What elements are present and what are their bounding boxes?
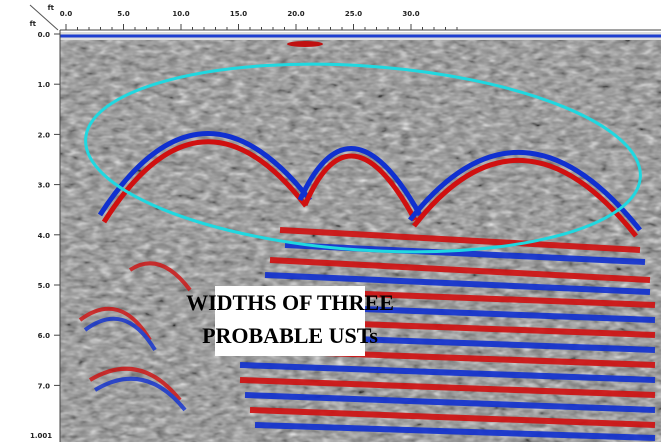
top-tick-label: 5.0	[117, 10, 130, 18]
left-tick-label: 4.0	[38, 232, 51, 240]
top-tick-label: 25.0	[345, 10, 362, 18]
left-tick-label: 5.0	[38, 282, 51, 290]
top-tick-label: 20.0	[287, 10, 304, 18]
scan-image	[60, 32, 661, 442]
top-tick-label: 0.0	[60, 10, 73, 18]
left-tick-label: 2.0	[38, 131, 51, 139]
left-tick-label: 0.0	[38, 31, 51, 39]
left-tick-label: 7.0	[38, 382, 51, 390]
corner-label: 1.001	[30, 432, 52, 440]
top-tick-label: 10.0	[172, 10, 189, 18]
left-axis-unit: ft	[30, 20, 37, 28]
left-tick-label: 3.0	[38, 182, 51, 190]
top-axis-unit: ft	[48, 4, 55, 12]
radargram-view: WIDTHS OF THREE PROBABLE USTs ft ft 1.00…	[0, 0, 661, 442]
annotation-line: WIDTHS OF THREE	[186, 290, 394, 315]
left-tick-label: 1.0	[38, 81, 51, 89]
top-tick-label: 15.0	[230, 10, 247, 18]
top-tick-label: 30.0	[402, 10, 419, 18]
left-tick-label: 6.0	[38, 332, 51, 340]
annotation-line: PROBABLE USTs	[202, 323, 378, 348]
